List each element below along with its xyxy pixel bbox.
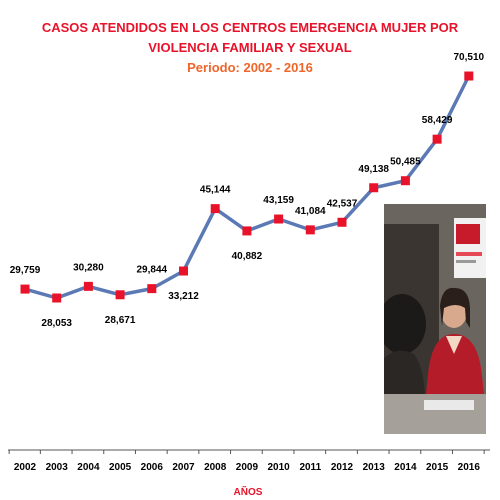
data-point [242,226,252,236]
data-point [179,266,188,276]
data-point [337,217,347,227]
x-tick-label: 2014 [394,462,417,473]
data-point [305,225,315,235]
x-tick-label: 2015 [426,462,449,473]
x-tick-label: 2002 [14,462,37,473]
x-tick-label: 2010 [267,462,290,473]
data-point [20,284,30,294]
data-label: 41,084 [295,206,326,217]
data-label: 50,485 [390,157,421,168]
data-label: 43,159 [263,195,294,206]
data-label: 40,882 [232,251,263,262]
data-point [369,183,379,193]
data-point [432,134,442,144]
x-tick-label: 2012 [331,462,354,473]
data-point [147,284,157,294]
x-tick-label: 2007 [172,462,195,473]
chart-subtitle: Periodo: 2002 - 2016 [187,60,313,75]
chart-title-line-1: CASOS ATENDIDOS EN LOS CENTROS EMERGENCI… [41,20,459,35]
data-label: 30,280 [73,262,104,273]
x-tick-label: 2003 [46,462,69,473]
data-point [464,71,474,81]
data-label: 29,844 [137,265,168,276]
x-axis-title: AÑOS [234,485,263,498]
data-label: 33,212 [168,291,199,302]
data-point [400,176,410,186]
data-label: 29,759 [10,265,41,276]
chart-title: CASOS ATENDIDOS EN LOS CENTROS EMERGENCI… [0,18,500,78]
data-label: 70,510 [454,52,485,63]
data-label: 45,144 [200,185,231,196]
chart-title-line-2: VIOLENCIA FAMILIAR Y SEXUAL [148,40,352,55]
x-tick-label: 2006 [141,462,164,473]
x-tick-label: 2016 [458,462,481,473]
x-tick-label: 2009 [236,462,259,473]
x-tick-label: 2004 [77,462,100,473]
data-point [210,204,220,214]
data-point [274,214,284,224]
data-label: 42,537 [327,198,358,209]
photo-counselor [384,204,486,434]
x-tick-label: 2008 [204,462,227,473]
data-point [83,281,93,291]
data-label: 28,671 [105,315,136,326]
data-point [52,293,62,303]
x-tick-label: 2013 [363,462,386,473]
data-point [115,290,125,300]
data-label: 58,429 [422,115,453,126]
x-tick-label: 2011 [299,462,321,473]
x-tick-label: 2005 [109,462,132,473]
data-label: 49,138 [358,164,389,175]
data-label: 28,053 [41,318,72,329]
